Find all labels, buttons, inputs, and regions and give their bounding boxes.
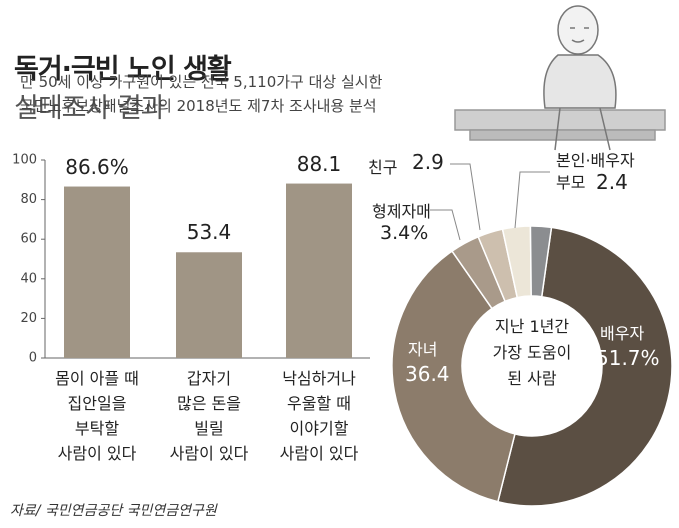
leader-line [430,209,461,241]
slice-value: 51.7% [596,346,660,370]
leader-line [514,171,550,229]
slice-label: 본인·배우자 부모 [556,151,635,192]
value-label: 86.6% [65,154,129,179]
slice-value: 2.4 [596,170,628,194]
x-tick-label: 몸이 아플 때 집안일을 부탁할 사람이 있다 [55,369,139,463]
illustration [454,5,666,151]
slice-label: 형제자매 [372,202,431,221]
slice-label: 배우자 [600,324,645,343]
bar [64,186,130,358]
donut-center-label: 지난 1년간 가장 도움이 된 사람 [492,317,572,388]
donut-hole [462,296,602,436]
y-tick-label: 40 [20,271,37,286]
leader-line [450,163,481,231]
slice-value: 2.9 [412,150,444,174]
title-bold: 독거·극빈 노인 생활 [14,54,232,85]
bar [176,252,242,358]
y-tick-label: 60 [20,232,37,247]
slice-value: 36.4 [405,362,450,386]
x-tick-label: 낙심하거나 우울할 때 이야기할 사람이 있다 [279,369,359,463]
y-tick-label: 80 [20,192,37,207]
y-tick-label: 20 [20,311,37,326]
slice-value: 3.4% [380,222,429,244]
value-label: 53.4 [186,220,232,245]
value-label: 88.1 [296,151,342,176]
slice-label: 자녀 [408,340,438,359]
subtitle: 만 50세 이상 가구원이 있는 전국 5,110가구 대상 실시한 국민노후보… [20,73,383,115]
x-tick-label: 갑자기 많은 돈을 빌릴 사람이 있다 [169,369,249,463]
slice-label: 친구 [368,158,398,177]
y-tick-label: 0 [29,351,37,366]
title: 독거·극빈 노인 생활 실태조사 결과 [14,16,232,125]
title-light: 실태조사 결과 [14,93,166,124]
bar [286,183,352,358]
y-tick-label: 100 [12,153,37,168]
source: 자료/ 국민연금공단 국민연금연구원 [10,503,217,519]
